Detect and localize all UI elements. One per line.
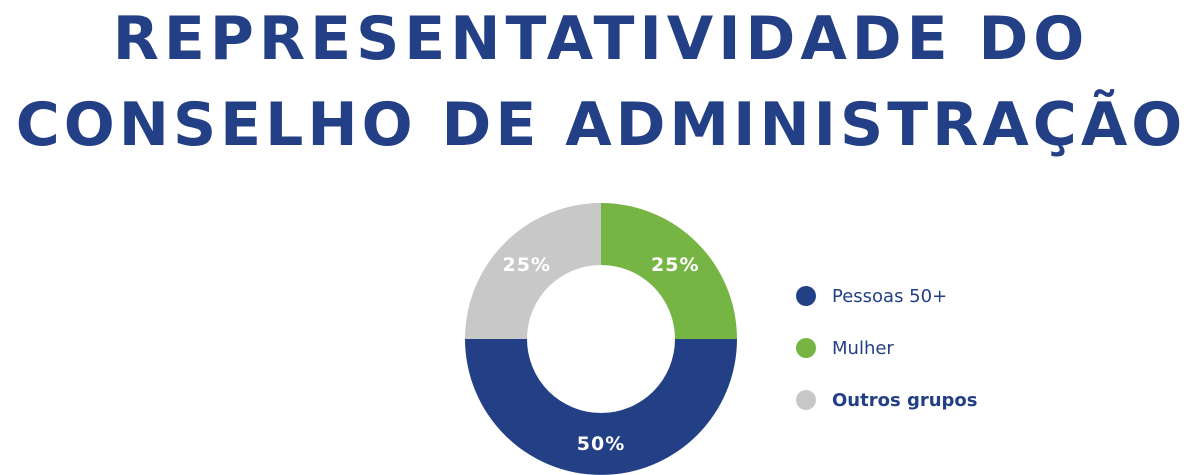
legend-label-mulher: Mulher <box>832 337 894 359</box>
legend: Pessoas 50+ Mulher Outros grupos <box>796 270 978 426</box>
donut-slice-pessoas-50 <box>465 339 737 475</box>
slice-label-outros-grupos: 25% <box>503 254 551 276</box>
legend-item-pessoas-50: Pessoas 50+ <box>796 270 978 322</box>
donut-slice-outros-grupos <box>465 203 601 339</box>
legend-swatch-outros-grupos <box>796 390 816 410</box>
slice-label-mulher: 25% <box>651 254 699 276</box>
slice-label-pessoas-50: 50% <box>577 433 625 455</box>
legend-label-pessoas-50: Pessoas 50+ <box>832 285 948 307</box>
chart-title-line-2: CONSELHO DE ADMINISTRAÇÃO <box>15 90 1187 160</box>
legend-swatch-pessoas-50 <box>796 286 816 306</box>
legend-item-mulher: Mulher <box>796 322 978 374</box>
chart-title-line-1: REPRESENTATIVIDADE DO <box>112 4 1090 74</box>
donut-slice-mulher <box>601 203 737 339</box>
legend-label-outros-grupos: Outros grupos <box>832 389 978 411</box>
legend-item-outros-grupos: Outros grupos <box>796 374 978 426</box>
chart-title: REPRESENTATIVIDADE DO CONSELHO DE ADMINI… <box>0 0 1202 168</box>
legend-swatch-mulher <box>796 338 816 358</box>
